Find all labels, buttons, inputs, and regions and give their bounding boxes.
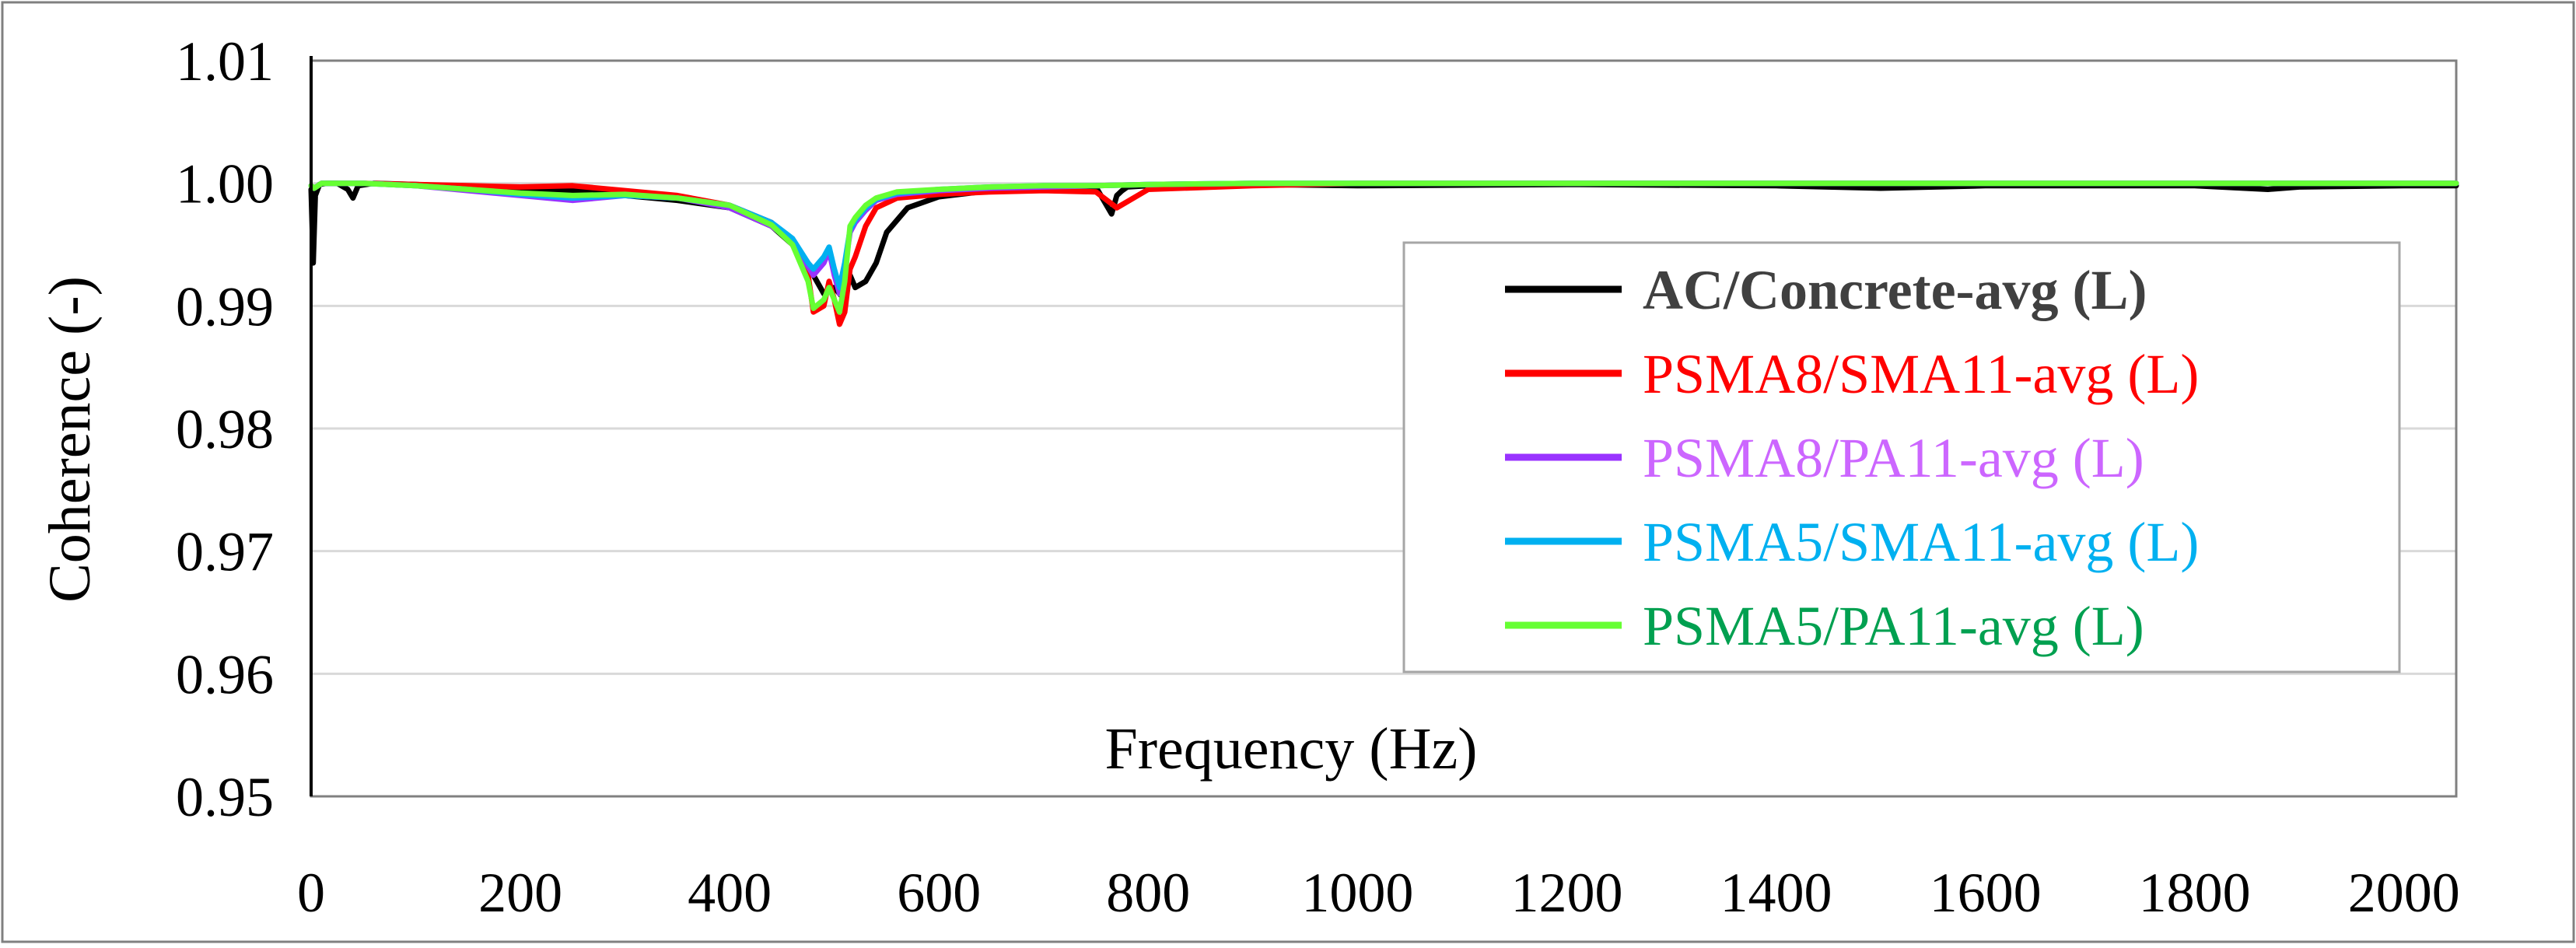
x-tick-label: 2000 xyxy=(2348,862,2460,924)
x-tick-label: 200 xyxy=(478,862,562,924)
x-tick-label: 0 xyxy=(297,862,325,924)
legend-label: AC/Concrete-avg (L) xyxy=(1643,259,2147,321)
x-tick-label: 1400 xyxy=(1720,862,1832,924)
legend-label: PSMA5/SMA11-avg (L) xyxy=(1643,511,2199,573)
y-tick-label: 1.01 xyxy=(176,30,274,93)
x-tick-label: 1000 xyxy=(1301,862,1413,924)
legend-label: PSMA5/PA11-avg (L) xyxy=(1643,595,2144,657)
y-tick-label: 0.97 xyxy=(176,521,274,583)
x-tick-label: 1800 xyxy=(2139,862,2251,924)
x-tick-labels: 0 200 400 600 800 1000 1200 1400 1600 1800 2000 xyxy=(297,862,2460,924)
series-lines xyxy=(308,180,2459,327)
y-tick-label: 0.96 xyxy=(176,643,274,705)
y-tick-label: 0.98 xyxy=(176,398,274,460)
y-tick-label: 0.95 xyxy=(176,766,274,828)
x-tick-label: 800 xyxy=(1106,862,1190,924)
legend-label: PSMA8/PA11-avg (L) xyxy=(1643,427,2144,489)
x-tick-label: 600 xyxy=(897,862,981,924)
legend: AC/Concrete-avg (L) PSMA8/SMA11-avg (L) PS… xyxy=(1402,241,2401,673)
x-tick-label: 1200 xyxy=(1510,862,1622,924)
legend-label: PSMA8/SMA11-avg (L) xyxy=(1643,343,2199,405)
y-tick-label: 0.99 xyxy=(176,275,274,338)
x-tick-label: 400 xyxy=(688,862,772,924)
x-axis-title: Frequency (Hz) xyxy=(1104,716,1477,782)
y-tick-label: 1.00 xyxy=(176,153,274,215)
y-axis-title: Coherence (-) xyxy=(37,276,103,603)
y-tick-labels: 0.95 0.96 0.97 0.98 0.99 1.00 1.01 xyxy=(176,30,274,828)
series-line-5 xyxy=(308,180,2459,315)
legend-items: AC/Concrete-avg (L) PSMA8/SMA11-avg (L) PS… xyxy=(1505,259,2199,657)
x-tick-label: 1600 xyxy=(1930,862,2042,924)
